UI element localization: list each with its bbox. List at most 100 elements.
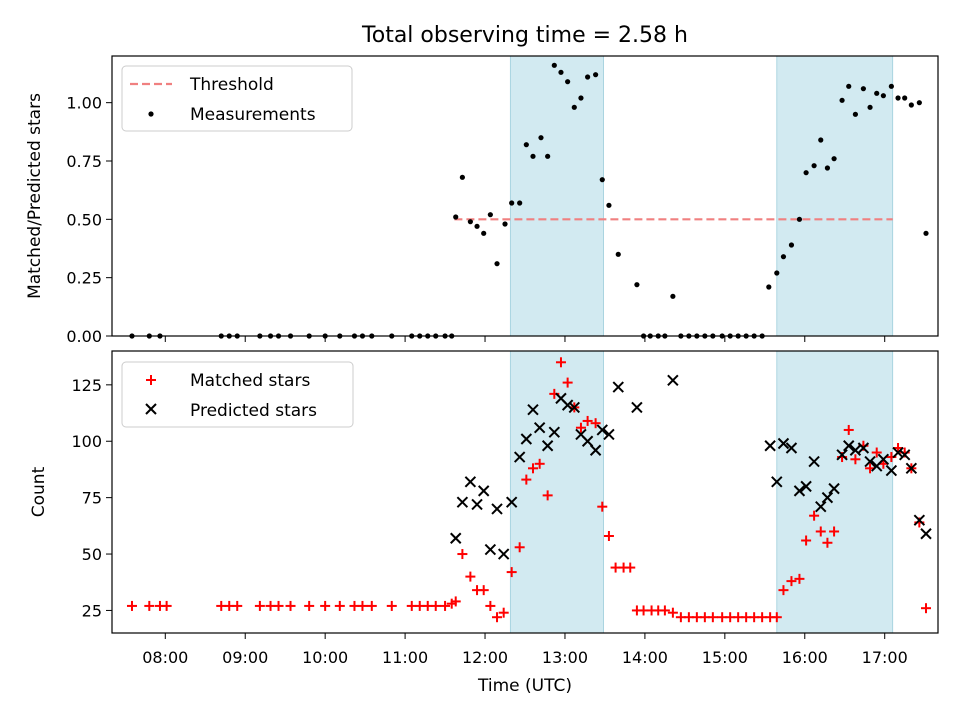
measurement-point (558, 69, 564, 75)
predicted-star-point (505, 496, 518, 508)
measurement-point (494, 261, 500, 267)
predicted-star-point (484, 543, 497, 556)
matched-star-point (144, 600, 155, 611)
measurement-point (852, 111, 859, 117)
predicted-star-point (603, 428, 615, 441)
bottom-y-tick-label: 100 (71, 432, 102, 451)
top-y-ticks: 0.00 0.25 0.50 0.75 1.00 (66, 94, 112, 346)
matched-star-point (366, 600, 377, 611)
predicted-star-point (541, 440, 554, 452)
matched-star-point (430, 600, 441, 611)
measurement-point (453, 214, 459, 220)
matched-star-point (597, 501, 608, 512)
matched-star-point (829, 526, 840, 537)
matched-star-point (478, 585, 489, 596)
measurement-point (571, 104, 577, 110)
matched-star-point (357, 600, 368, 611)
measurement-point (467, 219, 473, 225)
predicted-star-point (477, 485, 490, 497)
legend-matched-marker (146, 375, 156, 385)
matched-star-point (801, 535, 812, 546)
matched-star-point (603, 530, 614, 541)
matched-star-point (521, 474, 532, 485)
matched-star-point (794, 573, 805, 584)
predicted-star-point (581, 435, 594, 447)
matched-star-point (320, 600, 331, 611)
bottom-legend: Matched stars Predicted stars (121, 361, 354, 428)
matched-star-point (667, 607, 678, 618)
predicted-star-point (491, 503, 503, 515)
predicted-star-point (527, 403, 539, 416)
top-x-ticks (164, 336, 886, 342)
measurement-point (867, 104, 873, 110)
matched-star-point (273, 600, 284, 611)
top-legend-box (121, 65, 353, 132)
predicted-star-point (771, 476, 783, 488)
x-tick-label: 16:00 (782, 648, 828, 667)
predicted-star-point (513, 451, 526, 463)
bottom-y-ticks: 25 50 75 100 125 (71, 376, 112, 620)
measurement-point (474, 223, 480, 229)
legend-measurements-label: Measurements (190, 105, 316, 125)
matched-star-point (440, 600, 451, 611)
bottom-y-tick-label: 25 (82, 601, 102, 620)
predicted-star-point (568, 401, 581, 414)
measurement-point (523, 142, 529, 148)
predicted-star-point (843, 440, 855, 452)
predicted-star-point (631, 401, 643, 414)
bottom-y-tick-label: 125 (71, 376, 102, 395)
measurement-point (916, 100, 922, 106)
predicted-star-point (892, 446, 904, 459)
measurement-point (774, 270, 780, 276)
legend-predicted-label: Predicted stars (190, 401, 317, 421)
predicted-star-point (857, 442, 870, 454)
legend-matched-label: Matched stars (190, 371, 310, 391)
predicted-star-point (596, 424, 608, 436)
x-tick-label: 13:00 (542, 648, 588, 667)
measurement-point (530, 153, 536, 159)
bottom-y-tick-label: 50 (82, 545, 102, 564)
measurement-point (459, 174, 465, 180)
measurement-point (902, 95, 908, 101)
measurement-point (923, 230, 929, 236)
predicted-star-point (808, 455, 820, 468)
top-y-tick-label: 0.75 (66, 152, 102, 171)
matched-star-point (771, 612, 782, 623)
top-y-tick-label: 0.00 (66, 327, 102, 346)
bottom-axes-frame (111, 350, 939, 634)
shaded-interval (776, 55, 894, 337)
matched-star-point (659, 605, 670, 616)
matched-star-point (850, 454, 861, 465)
predicted-star-point (864, 455, 876, 468)
shaded-interval (776, 350, 894, 634)
predicted-star-point (828, 482, 840, 495)
measurement-point (908, 102, 914, 108)
predicted-star-point (821, 491, 834, 504)
top-axes-frame (111, 55, 939, 337)
bottom-legend-box (121, 361, 354, 428)
legend-measurements-marker (148, 111, 154, 117)
predicted-star-point (815, 500, 827, 513)
matched-star-point (304, 600, 315, 611)
matched-star-point (575, 422, 586, 433)
predicted-star-point (548, 426, 561, 438)
predicted-star-point (764, 440, 776, 452)
x-axis-label: Time (UTC) (477, 676, 572, 696)
predicted-star-point (456, 496, 469, 508)
measurement-point (606, 202, 612, 208)
measurement-point (895, 95, 901, 101)
matched-star-point (485, 600, 496, 611)
measurement-point (517, 200, 523, 206)
predicted-star-point (905, 462, 918, 475)
measurement-point (502, 221, 508, 227)
matched-star-point (514, 542, 525, 553)
chart-title: Total observing time = 2.58 h (361, 23, 688, 48)
bottom-x-ticks: 08:00 09:00 10:00 11:00 12:00 13:00 14:00 15:00… (142, 633, 908, 667)
matched-star-point (562, 377, 573, 388)
predicted-star-point (612, 381, 624, 393)
matched-star-point (506, 567, 517, 578)
measurement-point (880, 93, 886, 99)
shaded-interval (509, 55, 605, 337)
measurement-point (831, 156, 837, 162)
